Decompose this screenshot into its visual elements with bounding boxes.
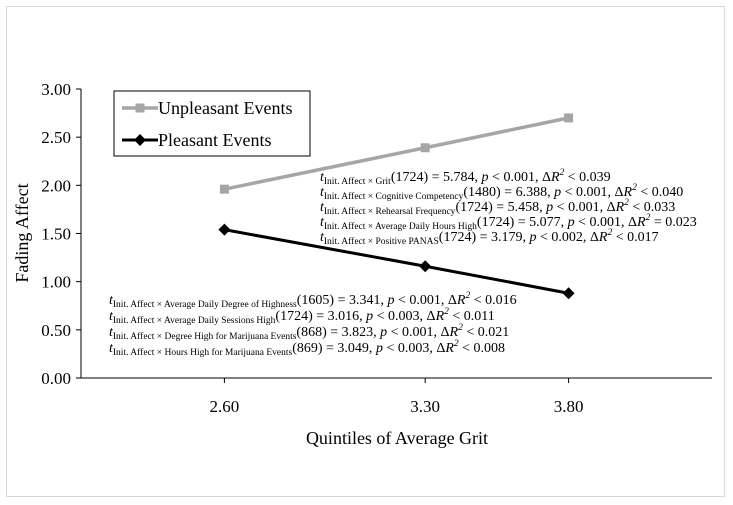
data-point (420, 143, 430, 153)
series-pleasant (218, 223, 575, 300)
legend-label: Pleasant Events (158, 130, 271, 150)
stat-annotation: tInit. Affect × Degree High for Marijuan… (109, 323, 509, 342)
series-unpleasant (219, 113, 574, 194)
axes: 0.00 0.50 1.00 1.50 2.00 2.50 3.00 2.60 3.30 3.80 (41, 80, 712, 416)
data-point (218, 223, 231, 236)
data-point (219, 184, 229, 194)
stat-annotation: tInit. Affect × Grit(1724) = 5.784, p < … (320, 168, 611, 187)
stat-annotation: tInit. Affect × Average Daily Sessions H… (109, 307, 495, 326)
y-tick-label: 2.50 (41, 128, 71, 147)
x-axis-title: Quintiles of Average Grit (306, 428, 488, 448)
legend: Unpleasant Events Pleasant Events (113, 90, 311, 157)
y-tick-label: 3.00 (41, 80, 71, 99)
legend-swatch-marker (134, 134, 146, 146)
legend-label: Unpleasant Events (158, 98, 292, 118)
y-tick-label: 1.50 (41, 225, 71, 244)
legend-box (113, 90, 311, 157)
x-tick-label: 3.30 (410, 397, 440, 416)
data-point (564, 113, 574, 123)
y-tick-label: 1.00 (41, 273, 71, 292)
stat-annotation: tInit. Affect × Average Daily Degree of … (109, 291, 517, 310)
y-tick-label: 0.50 (41, 321, 71, 340)
y-axis-title: Fading Affect (12, 183, 32, 282)
series-layer (218, 113, 575, 300)
stat-annotation: tInit. Affect × Positive PANAS(1724) = 3… (320, 228, 659, 247)
x-tick-label: 2.60 (210, 397, 240, 416)
stat-annotation: tInit. Affect × Average Daily Hours High… (320, 213, 697, 232)
chart-frame (6, 6, 725, 497)
data-point (419, 260, 432, 273)
y-tick-label: 0.00 (41, 369, 71, 388)
data-point (562, 287, 575, 300)
stat-annotation: tInit. Affect × Rehearsal Frequency(1724… (320, 198, 675, 217)
annotations: tInit. Affect × Grit(1724) = 5.784, p < … (109, 168, 697, 358)
legend-swatch-marker (135, 103, 145, 113)
stat-annotation: tInit. Affect × Cognitive Competency(148… (320, 183, 683, 202)
stat-annotation: tInit. Affect × Hours High for Marijuana… (109, 339, 505, 358)
y-tick-label: 2.00 (41, 176, 71, 195)
x-tick-label: 3.80 (554, 397, 584, 416)
